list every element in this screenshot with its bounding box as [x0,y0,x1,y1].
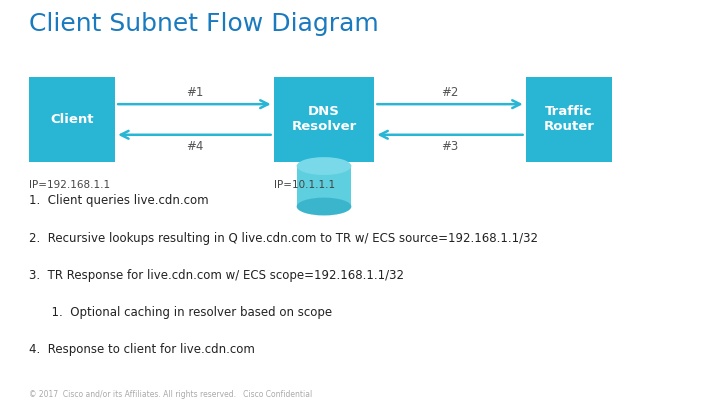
Text: IP=10.1.1.1: IP=10.1.1.1 [274,180,335,190]
Text: Client: Client [50,113,94,126]
Text: 2.  Recursive lookups resulting in Q live.cdn.com to TR w/ ECS source=192.168.1.: 2. Recursive lookups resulting in Q live… [29,232,538,245]
Text: 3.  TR Response for live.cdn.com w/ ECS scope=192.168.1.1/32: 3. TR Response for live.cdn.com w/ ECS s… [29,269,404,282]
Text: © 2017  Cisco and/or its Affiliates. All rights reserved.   Cisco Confidential: © 2017 Cisco and/or its Affiliates. All … [29,390,312,399]
Text: #2: #2 [441,86,459,99]
Text: #4: #4 [186,140,203,153]
Text: 4.  Response to client for live.cdn.com: 4. Response to client for live.cdn.com [29,343,255,356]
Ellipse shape [297,157,351,175]
FancyBboxPatch shape [29,77,115,162]
Text: 1.  Client queries live.cdn.com: 1. Client queries live.cdn.com [29,194,208,207]
FancyBboxPatch shape [274,77,374,162]
Text: #3: #3 [441,140,459,153]
FancyBboxPatch shape [526,77,612,162]
Text: Client Subnet Flow Diagram: Client Subnet Flow Diagram [29,12,379,36]
Polygon shape [297,166,351,207]
Text: Traffic
Router: Traffic Router [544,105,594,134]
Ellipse shape [297,198,351,215]
Text: #1: #1 [186,86,203,99]
Text: DNS
Resolver: DNS Resolver [292,105,356,134]
Text: 1.  Optional caching in resolver based on scope: 1. Optional caching in resolver based on… [29,306,332,319]
Text: IP=192.168.1.1: IP=192.168.1.1 [29,180,110,190]
